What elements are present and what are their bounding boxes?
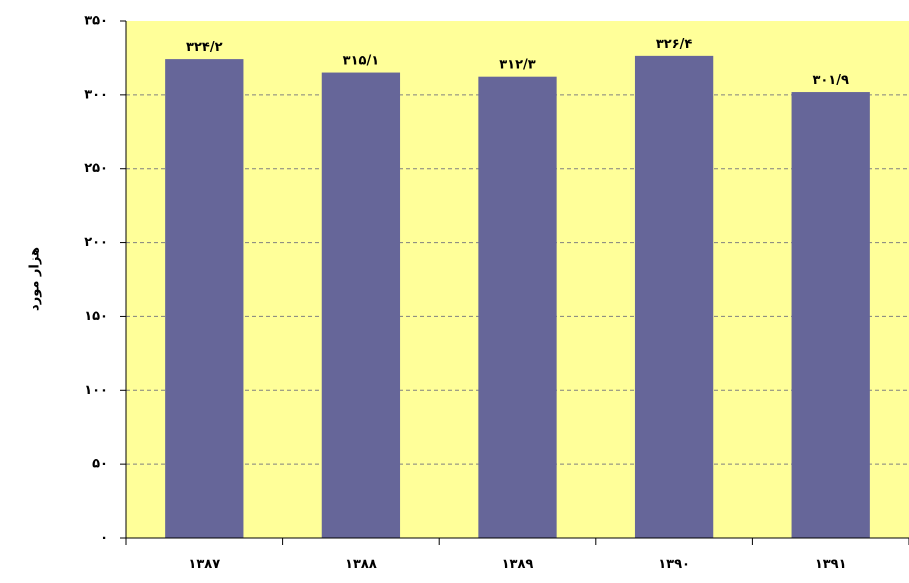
y-tick-label: ۱۵۰: [84, 309, 108, 324]
bar: [634, 55, 714, 539]
y-tick-label: ۰: [100, 531, 108, 546]
x-tick-label: ۱۳۹۰: [658, 557, 690, 572]
x-tick-label: ۱۳۸۹: [502, 557, 534, 572]
y-tick-label: ۲۵۰: [84, 161, 108, 176]
data-label: ۳۲۶/۴: [656, 37, 693, 52]
x-tick-label: ۱۳۸۸: [345, 557, 377, 572]
x-tick-label: ۱۳۸۷: [188, 557, 220, 572]
data-label: ۳۰۱/۹: [812, 73, 849, 88]
bar: [321, 72, 401, 539]
x-tick-label: ۱۳۹۱: [815, 557, 847, 572]
bar: [791, 92, 870, 538]
y-tick-label: ۳۵۰: [84, 14, 108, 29]
bar: [478, 76, 557, 538]
y-axis-title: هزار مورد: [28, 247, 43, 311]
y-axis-ticks: ۰ ۵۰ ۱۰۰ ۱۵۰ ۲۰۰ ۲۵۰ ۳۰۰ ۳۵۰: [84, 14, 126, 546]
y-tick-label: ۲۰۰: [84, 235, 108, 250]
axes: [125, 21, 909, 539]
data-label: ۳۱۲/۳: [499, 58, 536, 73]
y-tick-label: ۱۰۰: [84, 383, 108, 398]
bars: [165, 55, 870, 539]
bar: [165, 59, 244, 538]
y-tick-label: ۳۰۰: [84, 87, 108, 102]
data-label: ۳۲۴/۲: [186, 40, 223, 55]
data-label: ۳۱۵/۱: [343, 54, 380, 69]
gridlines: [126, 94, 909, 465]
x-axis-ticks: ۱۳۸۷ ۱۳۸۸ ۱۳۸۹ ۱۳۹۰ ۱۳۹۱: [125, 538, 909, 572]
data-labels: ۳۲۴/۲ ۳۱۵/۱ ۳۱۲/۳ ۳۲۶/۴ ۳۰۱/۹: [186, 37, 849, 88]
y-tick-label: ۵۰: [92, 457, 108, 472]
